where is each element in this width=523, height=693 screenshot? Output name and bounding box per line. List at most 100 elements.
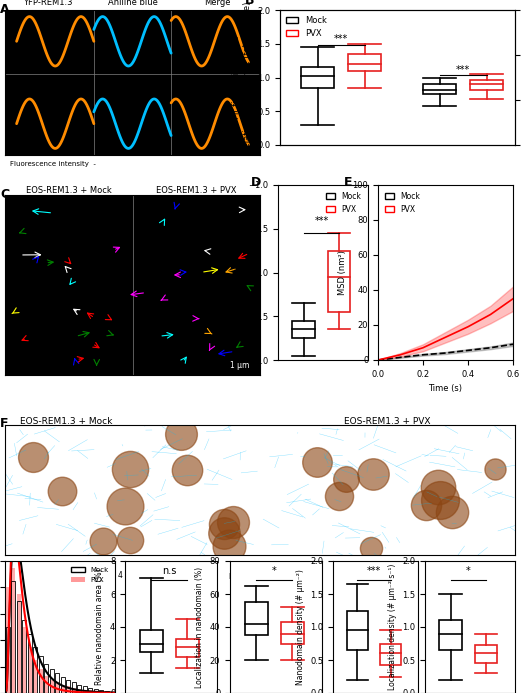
Bar — [105, 692, 109, 693]
Point — [183, 465, 191, 476]
Point — [220, 527, 228, 538]
Bar — [77, 685, 81, 693]
Text: EOS-REM1.3 + PVX: EOS-REM1.3 + PVX — [156, 186, 236, 195]
Point — [491, 463, 499, 474]
Bar — [301, 67, 334, 87]
Bar — [72, 683, 76, 693]
Text: *: * — [272, 566, 277, 576]
Text: EOS-REM1.3 + PVX: EOS-REM1.3 + PVX — [344, 416, 431, 426]
Bar — [176, 638, 199, 657]
Point — [177, 428, 186, 439]
Bar — [72, 687, 76, 693]
Text: ***: *** — [367, 566, 381, 576]
Text: YFP-REM1.3: YFP-REM1.3 — [22, 0, 72, 7]
Bar — [99, 692, 104, 693]
Text: F: F — [0, 417, 8, 430]
Bar — [66, 686, 70, 693]
Bar — [94, 691, 98, 693]
Bar — [22, 620, 26, 693]
Text: n.s: n.s — [162, 566, 177, 576]
Bar — [61, 685, 65, 693]
Point — [313, 456, 321, 467]
Bar — [6, 627, 10, 693]
Text: EOS-REM1.3 + Mock: EOS-REM1.3 + Mock — [26, 186, 111, 195]
Bar — [88, 687, 93, 693]
Text: Aniline blue: Aniline blue — [108, 0, 157, 7]
Bar — [55, 683, 59, 693]
Point — [369, 468, 378, 480]
Bar — [470, 80, 503, 89]
Bar — [61, 677, 65, 693]
Bar — [110, 692, 115, 693]
Bar — [475, 644, 497, 663]
Bar — [33, 660, 37, 693]
Text: Fluorescence intensity  -: Fluorescence intensity - — [10, 161, 96, 167]
Bar — [33, 647, 37, 693]
Text: B: B — [245, 0, 254, 7]
Bar — [439, 620, 462, 650]
Point — [422, 500, 430, 511]
Point — [98, 535, 107, 546]
Point — [220, 518, 228, 529]
Bar — [83, 690, 87, 693]
Bar — [292, 321, 315, 338]
Bar — [28, 633, 32, 693]
Bar — [348, 54, 381, 71]
Bar — [66, 680, 70, 693]
Bar — [22, 627, 26, 693]
Point — [121, 500, 129, 511]
Bar — [39, 669, 43, 693]
Text: EOS-REM1.3 + Mock: EOS-REM1.3 + Mock — [20, 416, 112, 426]
Point — [366, 543, 374, 554]
Y-axis label: MSD (nm²): MSD (nm²) — [338, 250, 347, 295]
Bar — [17, 594, 21, 693]
Text: ***: *** — [456, 64, 470, 75]
Point — [434, 482, 442, 493]
Point — [126, 534, 134, 545]
Y-axis label: Log(D) μm².s⁻¹: Log(D) μm².s⁻¹ — [233, 241, 243, 304]
Point — [335, 490, 343, 501]
Legend: Mock, PVX: Mock, PVX — [69, 565, 111, 586]
Point — [29, 452, 37, 463]
Y-axis label: Relative nanodomain area (%): Relative nanodomain area (%) — [95, 569, 105, 685]
Text: • Localization: • Localization — [143, 570, 196, 579]
Bar — [44, 676, 48, 693]
Bar — [50, 669, 54, 693]
Bar — [11, 568, 15, 693]
Bar — [380, 644, 401, 665]
Text: □ Nanodomain: □ Nanodomain — [230, 570, 288, 579]
Bar — [50, 680, 54, 693]
Point — [448, 506, 456, 517]
Bar — [245, 602, 268, 635]
Text: 1 μm: 1 μm — [480, 570, 499, 579]
Bar — [140, 631, 163, 651]
Legend: Mock, PVX: Mock, PVX — [284, 14, 328, 40]
Bar — [423, 85, 456, 94]
Bar — [55, 673, 59, 693]
Bar — [11, 581, 15, 693]
Legend: Mock, PVX: Mock, PVX — [323, 188, 364, 217]
Point — [342, 473, 350, 484]
Text: 1 μm: 1 μm — [230, 361, 249, 370]
Bar — [99, 690, 104, 693]
Y-axis label: Localization in nanodomain (%): Localization in nanodomain (%) — [195, 566, 204, 687]
X-axis label: Time (s): Time (s) — [428, 385, 462, 394]
Bar — [105, 691, 109, 693]
Bar — [94, 689, 98, 693]
Y-axis label: Pit field aniline blue
Relative Fluorescence (fold change): Pit field aniline blue Relative Fluoresc… — [232, 2, 252, 153]
Bar — [281, 622, 304, 644]
Legend: Mock, PVX: Mock, PVX — [382, 188, 423, 217]
Point — [126, 464, 134, 475]
Bar — [328, 251, 350, 312]
Bar — [39, 656, 43, 693]
Bar — [347, 611, 368, 650]
Bar — [77, 689, 81, 693]
Text: Log(δ²/δ) -1: Log(δ²/δ) -1 — [5, 570, 50, 579]
Bar — [83, 686, 87, 693]
Bar — [28, 647, 32, 693]
Text: D: D — [251, 176, 262, 189]
Bar — [44, 664, 48, 693]
Bar — [6, 588, 10, 693]
Text: ***: *** — [314, 216, 328, 227]
Text: A: A — [0, 3, 9, 16]
